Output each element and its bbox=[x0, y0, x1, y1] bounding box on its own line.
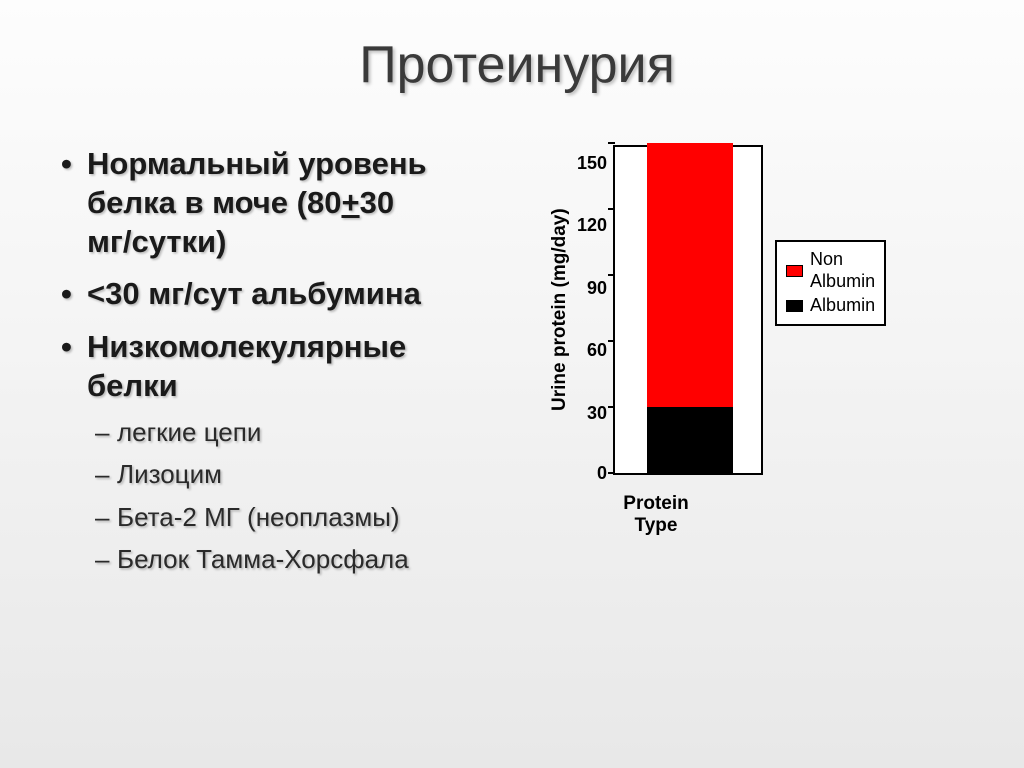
legend-label: Non Albumin bbox=[810, 249, 875, 292]
bullet-item-1: Нормальный уровень белка в моче (80+30 м… bbox=[55, 145, 519, 261]
bar-segment bbox=[647, 407, 733, 473]
legend-item-non-albumin: Non Albumin bbox=[786, 249, 875, 292]
bullet-item-3: Низкомолекулярные белки легкие цепи Лизо… bbox=[55, 328, 519, 576]
ytick: 30 bbox=[587, 404, 607, 422]
ytick: 150 bbox=[577, 154, 607, 172]
legend: Non Albumin Albumin bbox=[775, 240, 886, 326]
sub-item-4: Белок Тамма-Хорсфала bbox=[87, 543, 519, 576]
y-axis-label: Urine protein (mg/day) bbox=[549, 145, 571, 475]
ytick: 0 bbox=[597, 464, 607, 482]
x-axis-label: Protein Type bbox=[623, 493, 688, 537]
text: 30 bbox=[360, 185, 394, 220]
slide-title: Протеинурия bbox=[55, 35, 979, 95]
text: Белок Тамма-Хорсфала bbox=[117, 544, 409, 574]
text: Нормальный уровень bbox=[87, 146, 427, 181]
text: Бета-2 МГ (неоплазмы) bbox=[117, 502, 400, 532]
tick-mark bbox=[608, 340, 615, 343]
plot-frame bbox=[613, 145, 763, 475]
bullet-list: Нормальный уровень белка в моче (80+30 м… bbox=[55, 145, 519, 576]
bullet-column: Нормальный уровень белка в моче (80+30 м… bbox=[55, 140, 519, 590]
tick-mark bbox=[608, 472, 615, 475]
sub-item-1: легкие цепи bbox=[87, 416, 519, 449]
plot-row: Urine protein (mg/day) 150 120 90 60 30 … bbox=[549, 145, 763, 475]
tick-mark bbox=[608, 274, 615, 277]
sub-list: легкие цепи Лизоцим Бета-2 МГ (неоплазмы… bbox=[87, 416, 519, 576]
text: <30 мг/сут альбумина bbox=[87, 276, 421, 311]
text: белка в моче (80 bbox=[87, 185, 341, 220]
tick-mark bbox=[608, 142, 615, 145]
text: Низкомолекулярные bbox=[87, 329, 406, 364]
sub-item-2: Лизоцим bbox=[87, 458, 519, 491]
bar-segment bbox=[647, 143, 733, 407]
legend-label: Albumin bbox=[810, 295, 875, 317]
stacked-bar bbox=[647, 143, 733, 473]
text: Non bbox=[810, 249, 843, 269]
slide: Протеинурия Нормальный уровень белка в м… bbox=[0, 0, 1024, 768]
ytick: 60 bbox=[587, 341, 607, 359]
plot-column: Urine protein (mg/day) 150 120 90 60 30 … bbox=[549, 145, 763, 537]
text: Albumin bbox=[810, 295, 875, 315]
y-ticks: 150 120 90 60 30 0 bbox=[577, 145, 613, 475]
text: белки bbox=[87, 368, 178, 403]
text: Лизоцим bbox=[117, 459, 222, 489]
text: мг/сутки) bbox=[87, 224, 226, 259]
text: Protein bbox=[623, 493, 688, 514]
text: Type bbox=[635, 515, 678, 536]
plus-minus: + bbox=[341, 185, 359, 220]
legend-item-albumin: Albumin bbox=[786, 295, 875, 317]
tick-mark bbox=[608, 406, 615, 409]
ytick: 90 bbox=[587, 279, 607, 297]
text: Albumin bbox=[810, 271, 875, 291]
tick-mark bbox=[608, 208, 615, 211]
content-row: Нормальный уровень белка в моче (80+30 м… bbox=[55, 140, 979, 590]
legend-swatch bbox=[786, 265, 803, 277]
sub-item-3: Бета-2 МГ (неоплазмы) bbox=[87, 501, 519, 534]
bullet-item-2: <30 мг/сут альбумина bbox=[55, 275, 519, 314]
legend-swatch bbox=[786, 300, 803, 312]
ytick: 120 bbox=[577, 216, 607, 234]
chart-area: Urine protein (mg/day) 150 120 90 60 30 … bbox=[549, 140, 979, 537]
text: легкие цепи bbox=[117, 417, 261, 447]
